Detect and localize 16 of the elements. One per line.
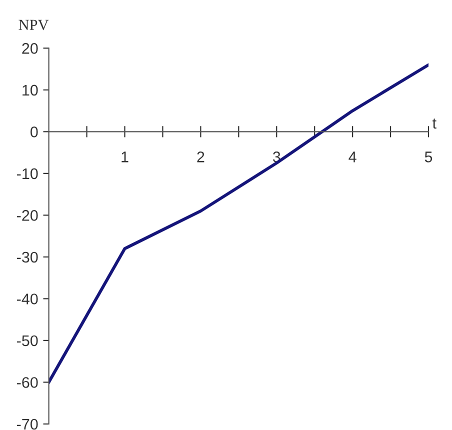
x-tick-label: 4 (348, 152, 356, 162)
y-tick-label: -70 (17, 418, 38, 430)
y-tick-label: -20 (17, 210, 38, 221)
y-tick-label: -50 (17, 335, 38, 346)
y-tick-label: 0 (30, 126, 38, 138)
x-axis-title: t (432, 118, 436, 129)
y-tick-label: -30 (17, 252, 38, 263)
y-tick-label: 10 (22, 84, 38, 96)
y-tick-label: 20 (22, 43, 38, 54)
y-tick-label: -10 (17, 168, 38, 180)
y-tick-label: -60 (17, 377, 38, 388)
y-tick-label: -40 (17, 294, 38, 304)
y-axis-title: NPV (18, 20, 49, 30)
x-tick-label: 2 (197, 152, 204, 162)
x-tick-label: 5 (424, 152, 432, 162)
x-tick-label: 1 (122, 152, 128, 162)
